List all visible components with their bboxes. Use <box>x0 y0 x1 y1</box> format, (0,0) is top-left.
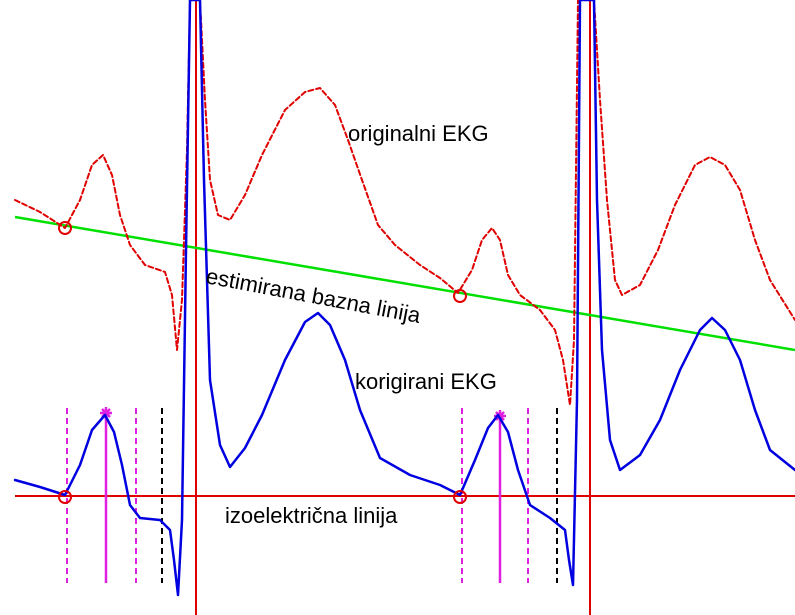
label-isoelectric: izoelektrična linija <box>225 503 398 528</box>
label-corrected: korigirani EKG <box>355 369 497 394</box>
original-ecg <box>14 0 795 406</box>
baseline-line <box>14 215 795 352</box>
pq-bounds <box>161 408 558 583</box>
p-wave-bounds <box>66 408 529 583</box>
fiducial-points <box>58 221 467 504</box>
corrected-ecg <box>13 0 795 597</box>
label-original: originalni EKG <box>348 121 489 146</box>
